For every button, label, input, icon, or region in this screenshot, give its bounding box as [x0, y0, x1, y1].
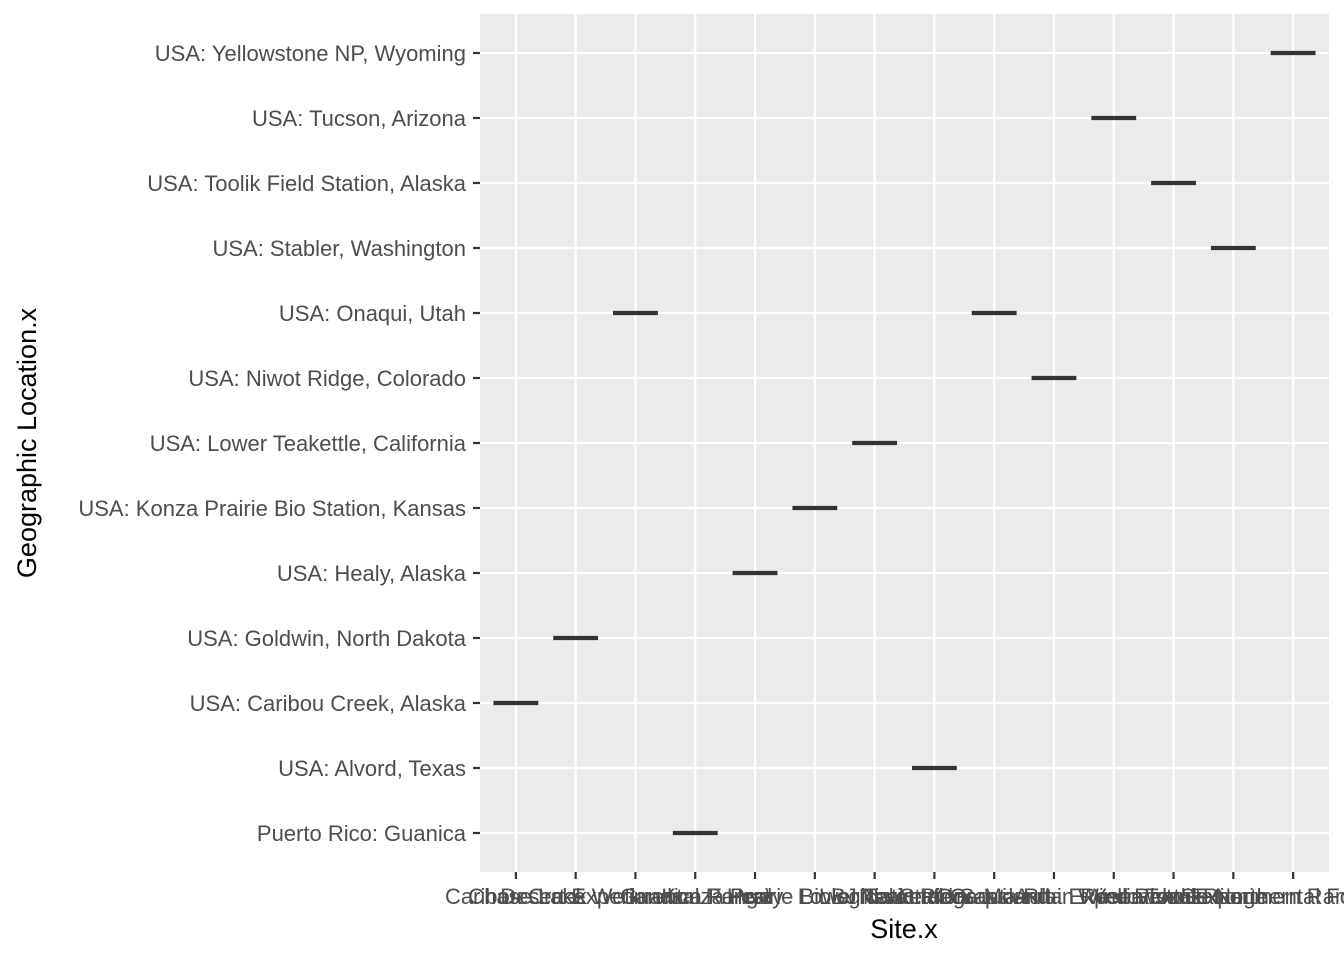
x-tick-label: Lower Teakettle — [798, 884, 952, 909]
x-tick-label: Wind River Experimental Forest — [1078, 884, 1344, 909]
x-tick-label: Caribou Creek — [445, 884, 588, 909]
x-tick-label: Niwot Ridge Mountain Research Station — [859, 884, 1249, 909]
y-axis: Puerto Rico: Guanica USA: Alvord, Texas US… — [78, 41, 480, 846]
x-tick-label: Onaqui-Ault — [936, 884, 1052, 909]
x-tick-label: Healy — [727, 884, 783, 909]
y-tick-label: USA: Alvord, Texas — [278, 756, 466, 781]
y-tick-label: USA: Yellowstone NP, Wyoming — [155, 41, 466, 66]
y-tick-label: USA: Toolik Field Station, Alaska — [147, 171, 467, 196]
x-tick-label: Guanica Forest — [620, 884, 770, 909]
x-tick-label: Toolik — [1145, 884, 1202, 909]
x-tick-label: Konza Prairie Biological Station — [661, 884, 968, 909]
grid-lines — [480, 14, 1329, 872]
y-axis-title: Geographic Location.x — [12, 307, 42, 578]
y-tick-label: Puerto Rico: Guanica — [257, 821, 467, 846]
y-tick-label: USA: Healy, Alaska — [277, 561, 467, 586]
data-marks — [493, 50, 1316, 836]
y-tick-label: USA: Onaqui, Utah — [279, 301, 466, 326]
y-tick-label: USA: Lower Teakettle, California — [150, 431, 467, 456]
y-tick-label: USA: Konza Prairie Bio Station, Kansas — [78, 496, 466, 521]
x-tick-label: Desert Experimental Range — [500, 884, 770, 909]
y-tick-label: USA: Niwot Ridge, Colorado — [188, 366, 466, 391]
y-tick-label: USA: Stabler, Washington — [212, 236, 466, 261]
x-tick-label: Chase Lake Wetlands — [468, 884, 683, 909]
x-tick-label: Yellowstone Northern Range (Frog Rock) — [1092, 884, 1344, 909]
x-tick-label: Santa Rita Experimental Range — [960, 884, 1268, 909]
y-tick-label: USA: Tucson, Arizona — [252, 106, 467, 131]
x-tick-label: LBJ National Grassland — [819, 884, 1050, 909]
y-tick-label: USA: Goldwin, North Dakota — [187, 626, 467, 651]
x-axis-title: Site.x — [870, 914, 938, 944]
y-tick-label: USA: Caribou Creek, Alaska — [190, 691, 467, 716]
